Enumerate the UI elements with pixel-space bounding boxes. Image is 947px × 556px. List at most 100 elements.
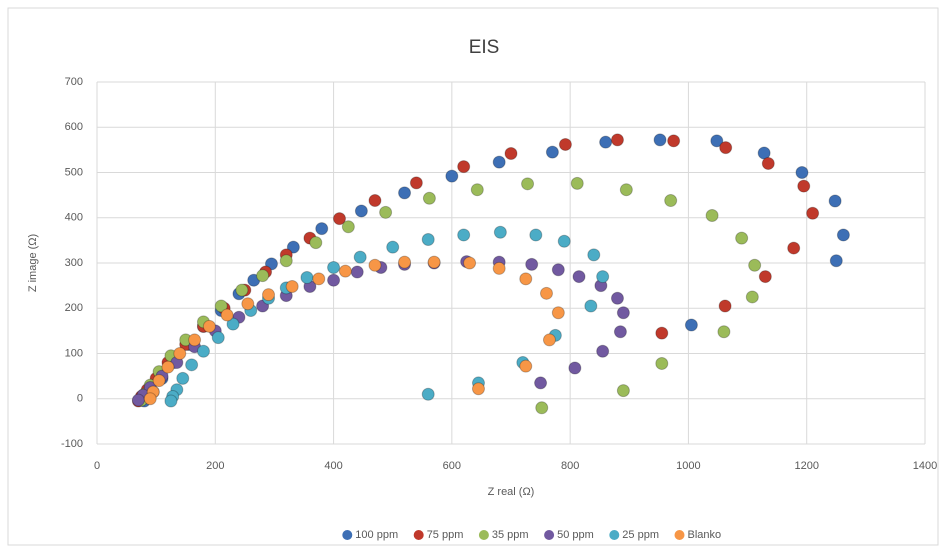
point bbox=[176, 371, 190, 385]
y-tick-label: 700 bbox=[65, 76, 83, 88]
x-axis-title: Z real (Ω) bbox=[488, 486, 535, 498]
y-tick-label: 500 bbox=[65, 166, 83, 178]
point bbox=[761, 156, 775, 170]
point bbox=[684, 318, 698, 332]
point bbox=[353, 250, 367, 264]
point bbox=[196, 344, 210, 358]
point bbox=[836, 228, 850, 242]
point bbox=[327, 261, 341, 275]
legend-label: 75 ppm bbox=[427, 529, 464, 541]
point bbox=[493, 225, 507, 239]
point bbox=[828, 194, 842, 208]
legend-marker bbox=[478, 530, 489, 540]
point bbox=[557, 234, 571, 248]
point bbox=[616, 306, 630, 320]
point bbox=[471, 382, 485, 396]
point bbox=[568, 361, 582, 375]
point bbox=[341, 220, 355, 234]
legend-label: 35 ppm bbox=[492, 529, 529, 541]
point bbox=[829, 254, 843, 268]
y-tick-label: 400 bbox=[65, 212, 83, 224]
point bbox=[235, 283, 249, 297]
x-tick-label: 1000 bbox=[676, 460, 700, 472]
point bbox=[619, 183, 633, 197]
legend-marker bbox=[674, 530, 685, 540]
y-tick-label: 600 bbox=[65, 121, 83, 133]
chart-border bbox=[7, 7, 939, 546]
point bbox=[143, 392, 157, 406]
point bbox=[220, 308, 234, 322]
point bbox=[535, 401, 549, 415]
point bbox=[539, 286, 553, 300]
point bbox=[300, 270, 314, 284]
point bbox=[161, 360, 175, 374]
point bbox=[457, 228, 471, 242]
point bbox=[279, 254, 293, 268]
point bbox=[797, 179, 811, 193]
point bbox=[613, 325, 627, 339]
point bbox=[757, 146, 771, 160]
point bbox=[286, 240, 300, 254]
chart-title: EIS bbox=[469, 37, 500, 58]
point bbox=[610, 133, 624, 147]
point bbox=[173, 347, 187, 360]
point bbox=[667, 134, 681, 148]
x-tick-label: 600 bbox=[443, 460, 461, 472]
point bbox=[596, 344, 610, 358]
point bbox=[551, 263, 565, 277]
point bbox=[256, 269, 270, 283]
point bbox=[202, 319, 216, 333]
point bbox=[705, 208, 719, 222]
point bbox=[806, 206, 820, 220]
point bbox=[655, 356, 669, 370]
point bbox=[285, 280, 299, 294]
legend-label: 100 ppm bbox=[355, 529, 398, 541]
point bbox=[470, 183, 484, 197]
legend-marker bbox=[413, 530, 424, 540]
y-tick-label: 200 bbox=[65, 302, 83, 314]
point bbox=[787, 241, 801, 255]
point bbox=[368, 258, 382, 272]
x-tick-label: 400 bbox=[324, 460, 342, 472]
point bbox=[422, 191, 436, 205]
point bbox=[735, 231, 749, 245]
point bbox=[558, 137, 572, 151]
point bbox=[599, 135, 613, 149]
point bbox=[164, 394, 178, 408]
legend-label: 50 ppm bbox=[557, 529, 594, 541]
point bbox=[504, 146, 518, 160]
point bbox=[368, 194, 382, 208]
point bbox=[309, 236, 323, 250]
point bbox=[719, 141, 733, 155]
point bbox=[332, 212, 346, 226]
point bbox=[710, 134, 724, 148]
legend-marker bbox=[609, 530, 620, 540]
point bbox=[421, 232, 435, 246]
point bbox=[241, 297, 255, 311]
point bbox=[717, 325, 731, 339]
y-tick-label: 100 bbox=[65, 347, 83, 359]
point bbox=[529, 228, 543, 242]
point bbox=[718, 299, 732, 313]
point bbox=[226, 317, 240, 331]
point bbox=[519, 272, 533, 286]
y-tick-label: 0 bbox=[77, 393, 83, 405]
point bbox=[338, 264, 352, 278]
point bbox=[214, 299, 228, 313]
x-tick-label: 0 bbox=[94, 460, 100, 472]
point bbox=[584, 299, 598, 313]
point bbox=[521, 177, 535, 191]
point bbox=[463, 256, 477, 270]
point bbox=[545, 145, 559, 159]
point bbox=[596, 270, 610, 284]
point bbox=[534, 376, 548, 390]
point bbox=[758, 270, 772, 284]
point bbox=[525, 257, 539, 271]
point bbox=[262, 288, 276, 302]
point bbox=[664, 194, 678, 208]
point bbox=[409, 176, 423, 190]
point bbox=[398, 255, 412, 269]
point bbox=[748, 258, 762, 272]
